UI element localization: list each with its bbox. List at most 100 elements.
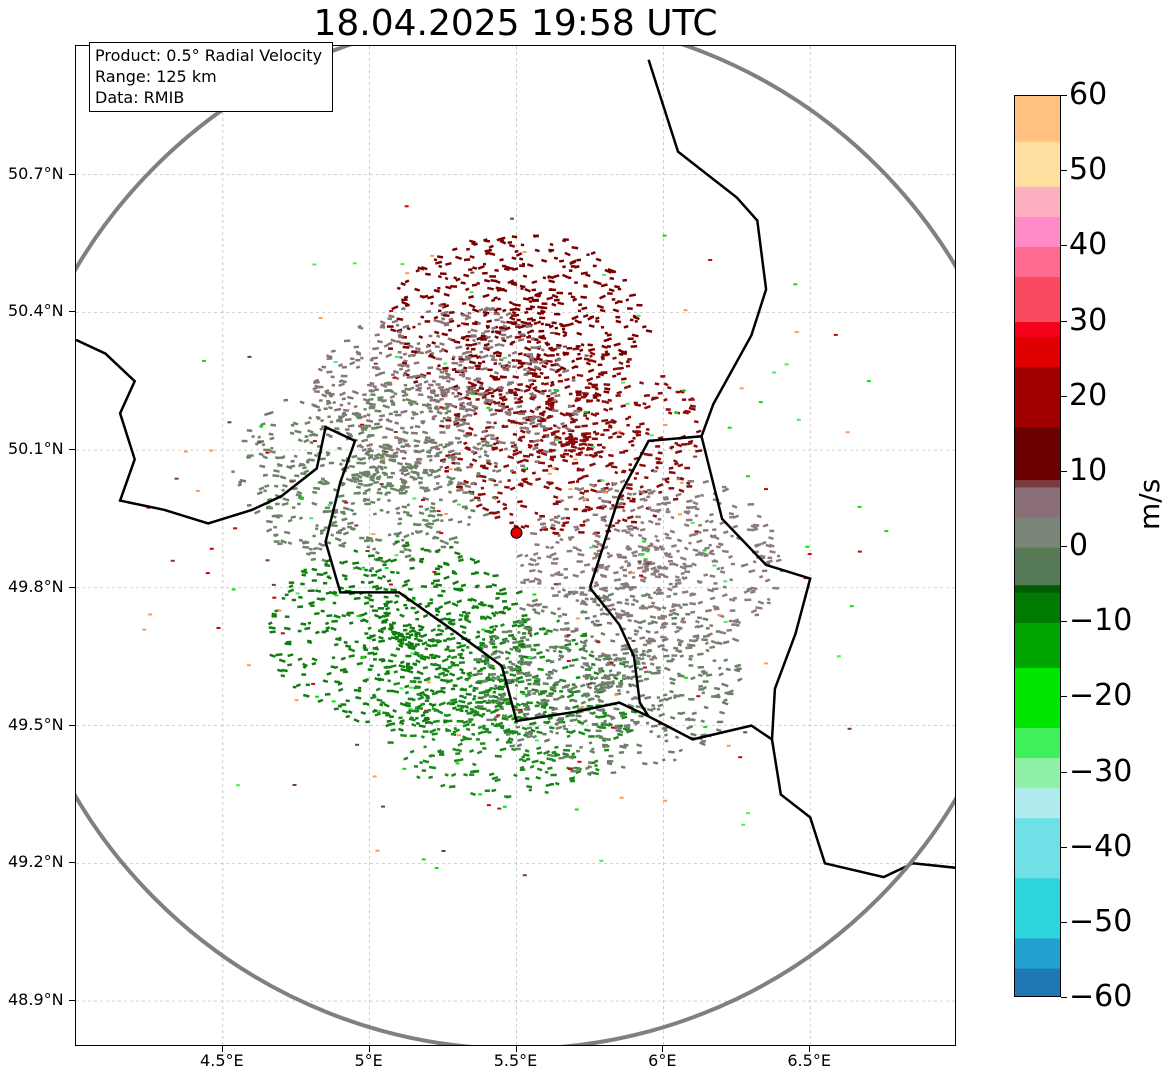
echo-pixel bbox=[543, 528, 549, 531]
echo-pixel bbox=[577, 552, 585, 557]
echo-pixel bbox=[663, 666, 671, 672]
echo-pixel bbox=[330, 626, 337, 631]
echo-pixel bbox=[291, 506, 296, 509]
echo-pixel bbox=[415, 388, 422, 392]
echo-pixel bbox=[348, 654, 355, 658]
echo-pixel bbox=[644, 476, 649, 480]
echo-pixel bbox=[430, 627, 437, 633]
echo-pixel bbox=[305, 552, 311, 556]
echo-pixel bbox=[709, 645, 716, 650]
echo-pixel bbox=[517, 737, 525, 742]
echo-pixel bbox=[372, 456, 380, 461]
echo-pixel bbox=[729, 609, 736, 612]
echo-pixel bbox=[571, 752, 576, 756]
echo-pixel bbox=[602, 594, 610, 599]
echo-pixel bbox=[549, 526, 555, 531]
echo-pixel bbox=[303, 469, 310, 474]
echo-pixel bbox=[627, 636, 633, 640]
echo-pixel bbox=[637, 533, 643, 538]
echo-pixel bbox=[697, 600, 704, 605]
echo-pixel bbox=[587, 443, 594, 447]
echo-pixel bbox=[492, 690, 497, 694]
echo-pixel bbox=[473, 377, 481, 382]
echo-pixel bbox=[526, 784, 533, 789]
echo-pixel bbox=[511, 602, 519, 606]
echo-outlier bbox=[527, 656, 532, 659]
echo-pixel bbox=[479, 355, 483, 360]
echo-pixel bbox=[372, 512, 377, 516]
echo-pixel bbox=[619, 555, 627, 559]
echo-pixel bbox=[483, 453, 490, 458]
echo-pixel bbox=[497, 386, 504, 390]
echo-pixel bbox=[433, 474, 441, 479]
radar-map[interactable] bbox=[75, 45, 956, 1046]
echo-pixel bbox=[458, 617, 463, 622]
echo-outlier bbox=[318, 317, 323, 319]
echo-pixel bbox=[614, 724, 618, 728]
echo-pixel bbox=[686, 499, 693, 503]
echo-pixel bbox=[361, 611, 368, 617]
echo-pixel bbox=[408, 643, 414, 647]
echo-pixel bbox=[421, 769, 427, 773]
echo-pixel bbox=[511, 235, 518, 239]
echo-pixel bbox=[378, 614, 385, 620]
echo-pixel bbox=[501, 600, 507, 603]
echo-pixel bbox=[273, 484, 279, 488]
echo-pixel bbox=[542, 410, 547, 414]
echo-pixel bbox=[624, 601, 630, 606]
echo-outlier bbox=[726, 744, 731, 747]
echo-pixel bbox=[457, 554, 463, 559]
echo-pixel bbox=[492, 628, 497, 632]
echo-pixel bbox=[352, 561, 360, 565]
echo-pixel bbox=[477, 602, 485, 607]
echo-pixel bbox=[594, 581, 598, 585]
echo-pixel bbox=[494, 318, 500, 322]
echo-pixel bbox=[725, 667, 731, 672]
echo-pixel bbox=[533, 631, 540, 636]
echo-pixel bbox=[475, 701, 483, 704]
echo-pixel bbox=[476, 473, 481, 477]
colorbar-tick-label: −20 bbox=[1069, 678, 1133, 714]
echo-pixel bbox=[439, 370, 445, 374]
echo-pixel bbox=[434, 548, 441, 554]
echo-pixel bbox=[519, 257, 524, 261]
echo-pixel bbox=[383, 601, 390, 606]
echo-outlier bbox=[434, 867, 439, 869]
echo-pixel bbox=[485, 251, 491, 256]
echo-outlier bbox=[379, 483, 384, 485]
echo-outlier bbox=[292, 784, 297, 786]
echo-pixel bbox=[548, 288, 556, 292]
echo-pixel bbox=[565, 516, 571, 520]
echo-outlier bbox=[408, 708, 413, 711]
echo-pixel bbox=[719, 710, 725, 715]
echo-pixel bbox=[407, 623, 412, 627]
echo-pixel bbox=[423, 745, 427, 749]
echo-pixel bbox=[526, 734, 533, 739]
echo-pixel bbox=[562, 665, 569, 670]
echo-pixel bbox=[370, 393, 376, 397]
echo-pixel bbox=[385, 491, 391, 495]
echo-pixel bbox=[316, 572, 324, 576]
echo-pixel bbox=[657, 451, 663, 455]
echo-pixel bbox=[527, 366, 533, 371]
echo-pixel bbox=[558, 322, 564, 327]
echo-pixel bbox=[327, 415, 331, 419]
echo-pixel bbox=[367, 651, 375, 655]
echo-pixel bbox=[692, 501, 699, 506]
y-tick-mark bbox=[69, 862, 75, 864]
echo-pixel bbox=[604, 331, 608, 335]
echo-pixel bbox=[493, 401, 501, 405]
echo-pixel bbox=[692, 548, 699, 553]
echo-pixel bbox=[569, 449, 576, 452]
echo-pixel bbox=[576, 331, 583, 336]
echo-outlier bbox=[633, 526, 637, 529]
echo-pixel bbox=[582, 593, 588, 596]
echo-pixel bbox=[695, 619, 700, 624]
echo-pixel bbox=[603, 714, 608, 717]
echo-pixel bbox=[404, 606, 409, 610]
echo-pixel bbox=[479, 742, 486, 745]
echo-pixel bbox=[314, 612, 320, 616]
echo-outlier bbox=[521, 693, 526, 695]
echo-outlier bbox=[563, 345, 567, 348]
echo-pixel bbox=[317, 367, 323, 372]
